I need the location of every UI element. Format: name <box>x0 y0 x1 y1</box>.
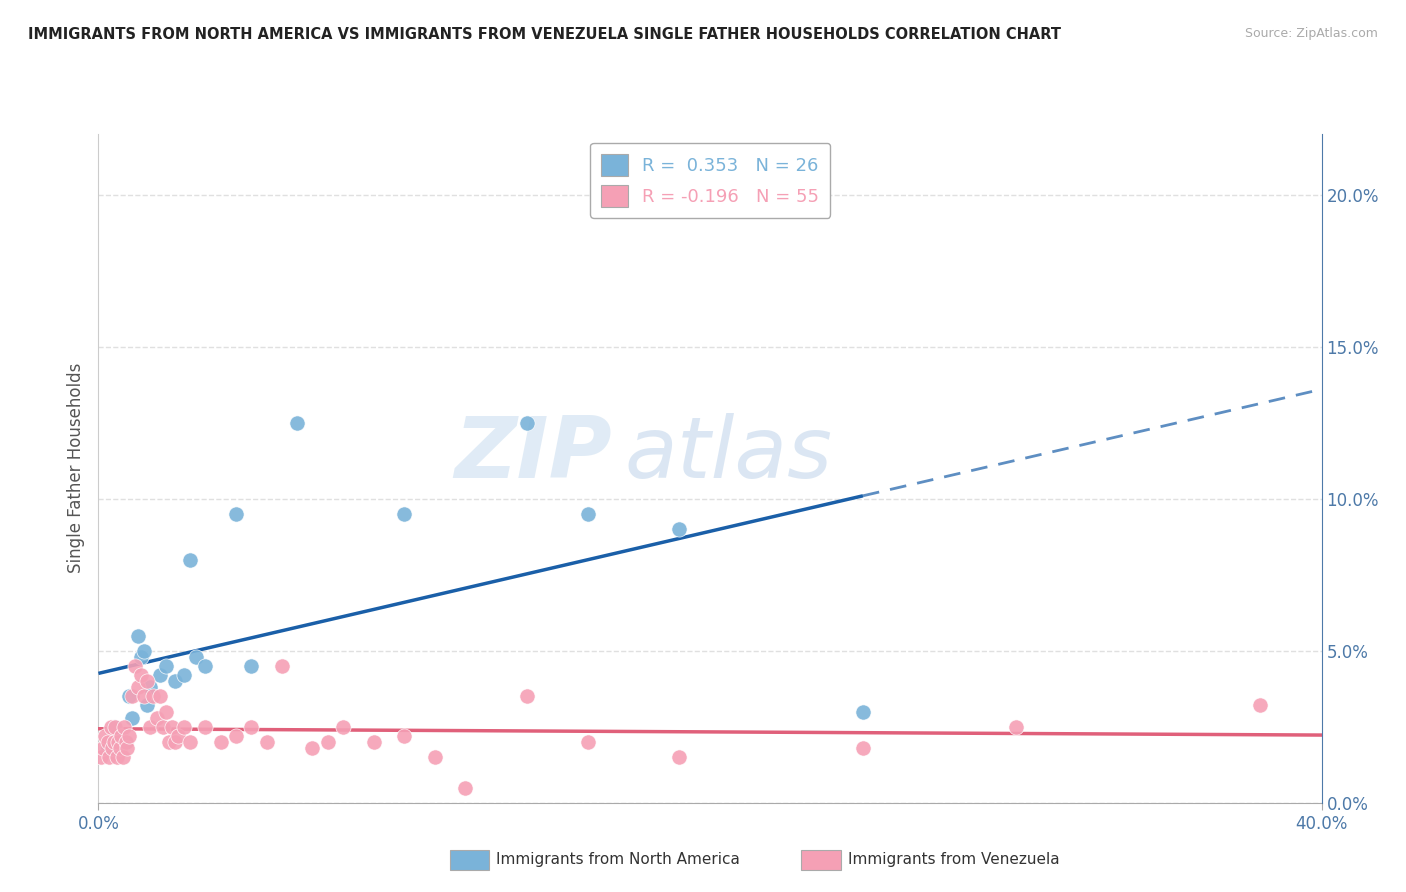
Point <box>134 690 156 704</box>
Point <box>117 741 139 756</box>
Point <box>173 720 195 734</box>
Point <box>240 720 263 734</box>
Point <box>97 735 120 749</box>
Text: Immigrants from North America: Immigrants from North America <box>496 853 740 867</box>
Point <box>194 659 217 673</box>
Point <box>121 711 143 725</box>
Point <box>173 668 195 682</box>
Text: Source: ZipAtlas.com: Source: ZipAtlas.com <box>1244 27 1378 40</box>
Point <box>225 729 247 743</box>
Point <box>103 720 125 734</box>
Point <box>179 552 201 566</box>
Point <box>103 735 125 749</box>
Point <box>97 741 120 756</box>
Point <box>90 750 112 764</box>
Text: ZIP: ZIP <box>454 413 612 497</box>
Point <box>240 659 263 673</box>
Point <box>852 741 875 756</box>
Point <box>179 735 201 749</box>
Point <box>136 698 159 713</box>
Point <box>1004 720 1026 734</box>
Legend: R =  0.353   N = 26, R = -0.196   N = 55: R = 0.353 N = 26, R = -0.196 N = 55 <box>591 143 830 218</box>
Point <box>127 680 149 694</box>
Text: Immigrants from Venezuela: Immigrants from Venezuela <box>848 853 1060 867</box>
Point <box>93 729 115 743</box>
Point <box>576 507 599 521</box>
Point <box>121 690 143 704</box>
Point <box>157 735 180 749</box>
Point <box>363 735 385 749</box>
Point <box>209 735 232 749</box>
Point <box>118 690 141 704</box>
Point <box>152 720 174 734</box>
Point <box>155 705 177 719</box>
Point <box>454 780 477 795</box>
Point <box>225 507 247 521</box>
Point <box>145 711 167 725</box>
Point <box>149 690 172 704</box>
Point <box>107 735 129 749</box>
Point <box>167 729 190 743</box>
Point <box>256 735 278 749</box>
Point <box>392 729 416 743</box>
Point <box>668 522 690 536</box>
Point <box>155 659 177 673</box>
Point <box>108 741 131 756</box>
Y-axis label: Single Father Households: Single Father Households <box>66 363 84 574</box>
Point <box>139 680 162 694</box>
Point <box>149 668 172 682</box>
Point <box>108 729 131 743</box>
Point <box>516 416 538 430</box>
Point <box>163 735 186 749</box>
Point <box>332 720 354 734</box>
Point <box>668 750 690 764</box>
Point <box>104 720 127 734</box>
Point <box>110 729 132 743</box>
Point <box>852 705 875 719</box>
Point <box>139 720 162 734</box>
Point <box>127 628 149 642</box>
Point <box>101 741 124 756</box>
Point <box>124 659 146 673</box>
Point <box>301 741 323 756</box>
Point <box>129 668 152 682</box>
Point <box>115 735 138 749</box>
Point <box>100 720 122 734</box>
Text: IMMIGRANTS FROM NORTH AMERICA VS IMMIGRANTS FROM VENEZUELA SINGLE FATHER HOUSEHO: IMMIGRANTS FROM NORTH AMERICA VS IMMIGRA… <box>28 27 1062 42</box>
Point <box>516 690 538 704</box>
Point <box>316 735 339 749</box>
Point <box>160 720 183 734</box>
Point <box>134 644 156 658</box>
Point <box>129 649 152 664</box>
Point <box>136 674 159 689</box>
Point <box>105 750 128 764</box>
Point <box>576 735 599 749</box>
Point <box>270 659 294 673</box>
Point <box>142 690 165 704</box>
Text: atlas: atlas <box>624 413 832 497</box>
Point <box>285 416 308 430</box>
Point <box>91 741 114 756</box>
Point <box>118 729 141 743</box>
Point <box>194 720 217 734</box>
Point <box>163 674 186 689</box>
Point <box>1250 698 1272 713</box>
Point <box>115 735 138 749</box>
Point <box>98 750 121 764</box>
Point <box>111 750 134 764</box>
Point <box>423 750 446 764</box>
Point <box>186 649 208 664</box>
Point <box>112 720 135 734</box>
Point <box>392 507 416 521</box>
